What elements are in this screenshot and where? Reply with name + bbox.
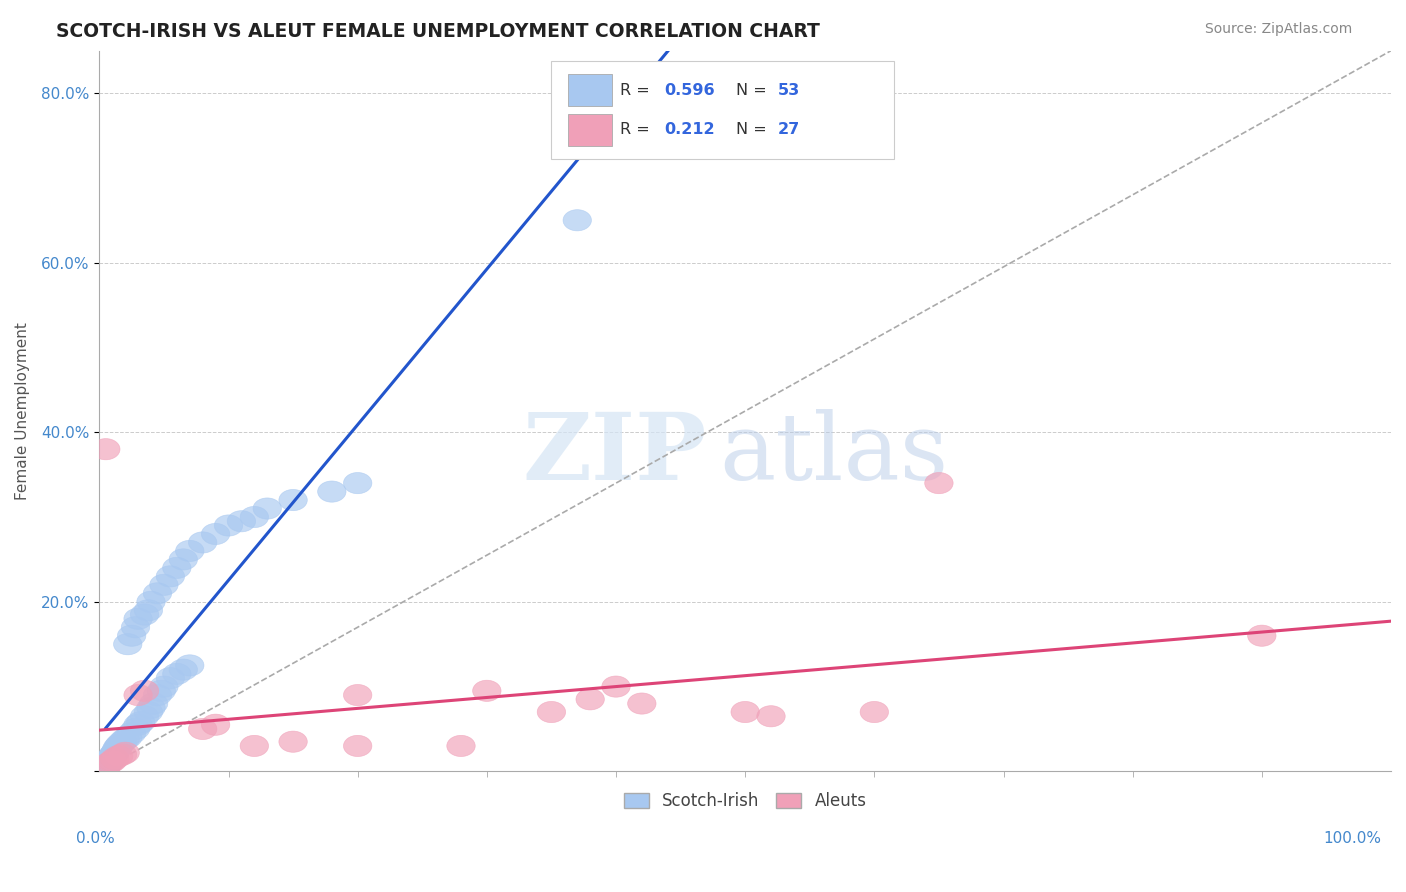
Ellipse shape bbox=[136, 591, 166, 613]
Ellipse shape bbox=[143, 684, 172, 706]
Ellipse shape bbox=[118, 625, 146, 647]
Ellipse shape bbox=[188, 532, 217, 553]
Ellipse shape bbox=[176, 541, 204, 562]
Ellipse shape bbox=[104, 746, 134, 767]
Text: N =: N = bbox=[737, 83, 772, 98]
Ellipse shape bbox=[139, 693, 167, 714]
Text: 100.0%: 100.0% bbox=[1323, 831, 1382, 846]
Ellipse shape bbox=[201, 714, 229, 735]
Ellipse shape bbox=[134, 701, 163, 723]
Ellipse shape bbox=[240, 507, 269, 527]
FancyBboxPatch shape bbox=[568, 114, 612, 145]
Ellipse shape bbox=[98, 750, 127, 772]
Ellipse shape bbox=[121, 616, 149, 638]
Text: ZIP: ZIP bbox=[522, 409, 706, 500]
Ellipse shape bbox=[576, 689, 605, 710]
Ellipse shape bbox=[96, 752, 124, 773]
Text: 0.212: 0.212 bbox=[664, 122, 714, 137]
Text: atlas: atlas bbox=[720, 409, 949, 500]
Ellipse shape bbox=[91, 756, 120, 778]
Ellipse shape bbox=[537, 701, 565, 723]
Ellipse shape bbox=[627, 693, 657, 714]
Ellipse shape bbox=[111, 729, 139, 750]
Ellipse shape bbox=[118, 723, 146, 744]
Ellipse shape bbox=[96, 750, 124, 772]
Ellipse shape bbox=[101, 739, 131, 761]
Ellipse shape bbox=[240, 735, 269, 756]
Ellipse shape bbox=[278, 731, 308, 752]
Ellipse shape bbox=[94, 752, 122, 773]
Ellipse shape bbox=[114, 633, 142, 655]
Ellipse shape bbox=[101, 748, 129, 769]
Ellipse shape bbox=[169, 549, 197, 570]
Ellipse shape bbox=[124, 714, 152, 735]
Ellipse shape bbox=[228, 510, 256, 532]
Text: 0.596: 0.596 bbox=[664, 83, 714, 98]
Ellipse shape bbox=[343, 684, 371, 706]
Ellipse shape bbox=[156, 566, 184, 587]
Ellipse shape bbox=[214, 515, 243, 536]
Ellipse shape bbox=[562, 210, 592, 231]
Ellipse shape bbox=[1247, 625, 1277, 647]
Ellipse shape bbox=[143, 582, 172, 604]
Ellipse shape bbox=[111, 742, 139, 764]
Ellipse shape bbox=[105, 733, 134, 755]
Ellipse shape bbox=[93, 754, 121, 775]
Ellipse shape bbox=[131, 604, 159, 625]
Text: Source: ZipAtlas.com: Source: ZipAtlas.com bbox=[1205, 22, 1353, 37]
Ellipse shape bbox=[97, 748, 125, 769]
Ellipse shape bbox=[131, 706, 159, 727]
Ellipse shape bbox=[176, 655, 204, 676]
Y-axis label: Female Unemployment: Female Unemployment bbox=[15, 322, 30, 500]
Ellipse shape bbox=[169, 659, 197, 681]
Ellipse shape bbox=[278, 490, 308, 510]
Legend: Scotch-Irish, Aleuts: Scotch-Irish, Aleuts bbox=[617, 786, 873, 817]
Ellipse shape bbox=[253, 498, 281, 519]
FancyBboxPatch shape bbox=[568, 74, 612, 106]
Ellipse shape bbox=[108, 731, 136, 752]
Ellipse shape bbox=[148, 681, 176, 701]
Ellipse shape bbox=[343, 473, 371, 493]
Ellipse shape bbox=[124, 684, 152, 706]
Ellipse shape bbox=[124, 608, 152, 630]
Ellipse shape bbox=[731, 701, 759, 723]
Ellipse shape bbox=[756, 706, 785, 727]
Ellipse shape bbox=[98, 746, 127, 767]
FancyBboxPatch shape bbox=[551, 62, 894, 159]
Text: 0.0%: 0.0% bbox=[76, 831, 115, 846]
Ellipse shape bbox=[91, 756, 120, 778]
Ellipse shape bbox=[447, 735, 475, 756]
Ellipse shape bbox=[121, 718, 149, 739]
Ellipse shape bbox=[925, 473, 953, 493]
Ellipse shape bbox=[108, 744, 136, 765]
Ellipse shape bbox=[201, 524, 229, 545]
Ellipse shape bbox=[318, 481, 346, 502]
Ellipse shape bbox=[860, 701, 889, 723]
Text: 53: 53 bbox=[778, 83, 800, 98]
Ellipse shape bbox=[472, 681, 501, 701]
Ellipse shape bbox=[91, 439, 120, 459]
Ellipse shape bbox=[163, 558, 191, 579]
Text: N =: N = bbox=[737, 122, 772, 137]
Ellipse shape bbox=[127, 712, 155, 733]
Ellipse shape bbox=[188, 718, 217, 739]
Ellipse shape bbox=[163, 664, 191, 684]
Ellipse shape bbox=[136, 698, 166, 718]
Ellipse shape bbox=[104, 735, 134, 756]
Ellipse shape bbox=[100, 744, 128, 765]
Ellipse shape bbox=[149, 676, 179, 698]
Ellipse shape bbox=[114, 727, 142, 748]
Text: R =: R = bbox=[620, 83, 655, 98]
Text: R =: R = bbox=[620, 122, 655, 137]
Text: SCOTCH-IRISH VS ALEUT FEMALE UNEMPLOYMENT CORRELATION CHART: SCOTCH-IRISH VS ALEUT FEMALE UNEMPLOYMEN… bbox=[56, 22, 820, 41]
Ellipse shape bbox=[602, 676, 630, 698]
Ellipse shape bbox=[103, 737, 132, 758]
Ellipse shape bbox=[101, 742, 129, 764]
Text: 27: 27 bbox=[778, 122, 800, 137]
Ellipse shape bbox=[156, 667, 184, 689]
Ellipse shape bbox=[134, 599, 163, 621]
Ellipse shape bbox=[131, 681, 159, 701]
Ellipse shape bbox=[343, 735, 371, 756]
Ellipse shape bbox=[149, 574, 179, 596]
